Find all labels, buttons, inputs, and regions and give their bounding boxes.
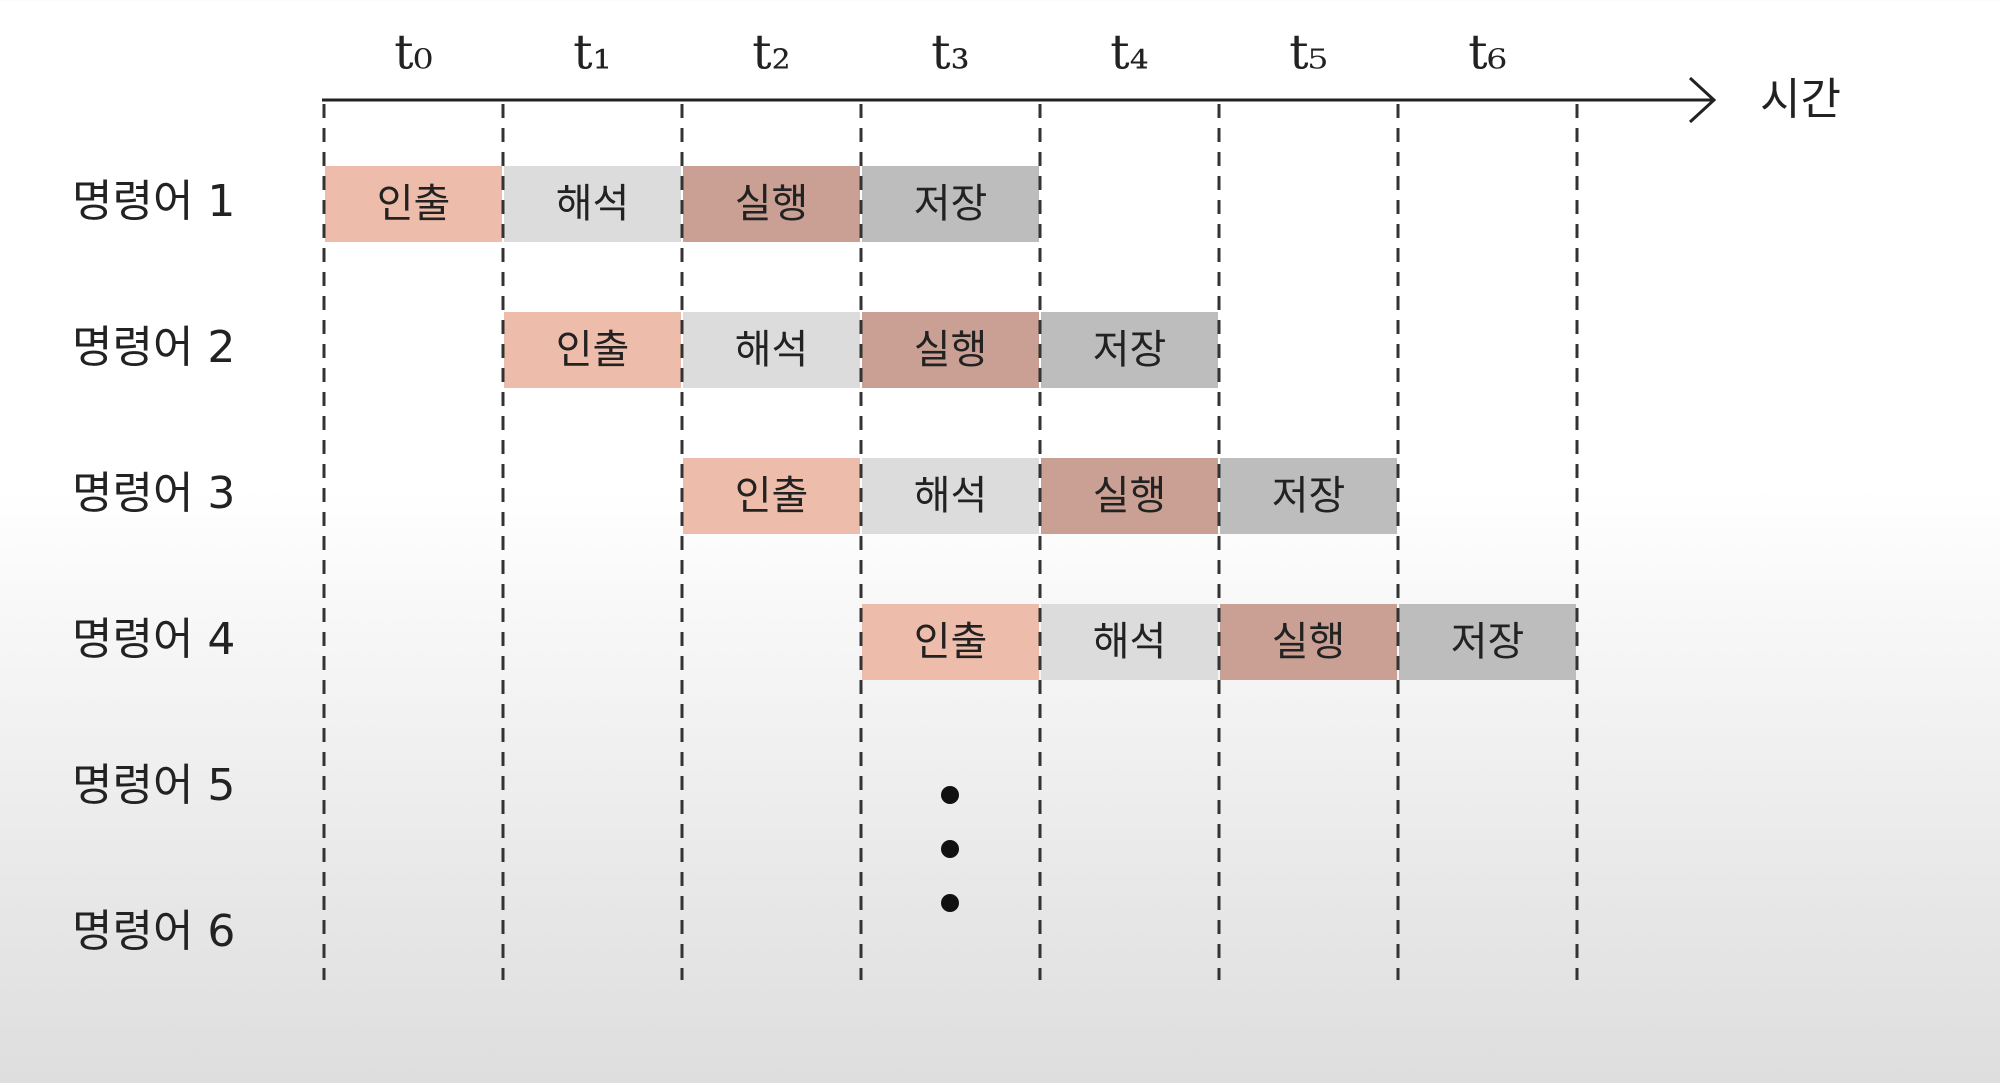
- axis-arrow: [1688, 76, 1717, 124]
- stage-label: 해석: [1093, 619, 1167, 665]
- stage-cell: [1041, 604, 1218, 680]
- stage-cell: [1041, 312, 1218, 388]
- stage-label: 인출: [377, 181, 451, 227]
- stage-cell: [683, 458, 860, 534]
- stage-cell: [504, 166, 681, 242]
- row-label: 명령어 6: [72, 906, 235, 957]
- stage-cell: [1041, 458, 1218, 534]
- time-label: t₁: [573, 25, 612, 81]
- stage-label: 해석: [914, 473, 988, 519]
- stage-label: 해석: [735, 327, 809, 373]
- ellipsis-dot: [941, 840, 959, 858]
- stage-cell: [683, 166, 860, 242]
- stage-label: 실행: [1093, 473, 1167, 519]
- stage-label: 저장: [1093, 327, 1167, 373]
- row-label: 명령어 4: [72, 614, 235, 665]
- time-label: t₀: [394, 25, 433, 81]
- ellipsis-dot: [941, 786, 959, 804]
- row-label: 명령어 5: [72, 760, 235, 811]
- axis-label: 시간: [1760, 74, 1841, 125]
- time-label: t₅: [1289, 25, 1328, 81]
- time-label: t₆: [1468, 25, 1507, 81]
- stage-label: 실행: [914, 327, 988, 373]
- stage-cell: [862, 312, 1039, 388]
- row-label: 명령어 1: [72, 176, 235, 227]
- stage-cell: [504, 312, 681, 388]
- row-label: 명령어 3: [72, 468, 235, 519]
- time-label: t₂: [752, 25, 791, 81]
- stage-label: 인출: [914, 619, 988, 665]
- stage-label: 저장: [1272, 473, 1346, 519]
- stage-label: 인출: [556, 327, 630, 373]
- stage-label: 실행: [1272, 619, 1346, 665]
- stage-cell: [862, 166, 1039, 242]
- time-label: t₃: [931, 25, 970, 81]
- stage-cell: [1399, 604, 1576, 680]
- stage-cell: [325, 166, 502, 242]
- stage-label: 인출: [735, 473, 809, 519]
- stage-cell: [862, 458, 1039, 534]
- stage-label: 저장: [1451, 619, 1525, 665]
- time-label: t₄: [1110, 25, 1149, 81]
- stage-cell: [862, 604, 1039, 680]
- stage-cell: [1220, 604, 1397, 680]
- stage-label: 저장: [914, 181, 988, 227]
- stage-label: 실행: [735, 181, 809, 227]
- stage-cell: [1220, 458, 1397, 534]
- stage-cell: [683, 312, 860, 388]
- stage-label: 해석: [556, 181, 630, 227]
- ellipsis-dot: [941, 894, 959, 912]
- row-label: 명령어 2: [72, 322, 235, 373]
